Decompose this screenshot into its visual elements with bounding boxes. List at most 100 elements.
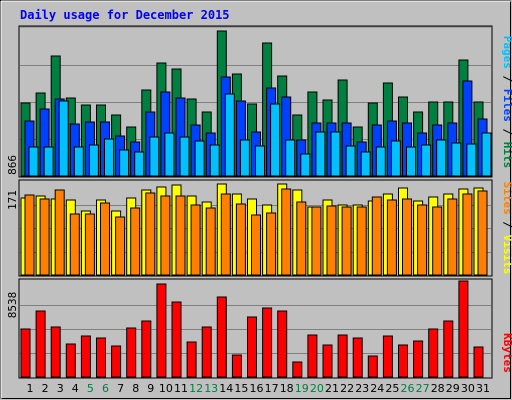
bottom-legend: KBytes: [501, 333, 512, 373]
bar-sites-day-28: [432, 206, 443, 276]
bar-pages-day-30: [466, 143, 477, 177]
bar-kbytes-day-21: [322, 344, 333, 378]
bar-sites-day-2: [39, 198, 50, 276]
bar-sites-day-11: [175, 195, 186, 276]
legend-visits: Visits: [501, 235, 512, 275]
bar-sites-day-17: [266, 212, 277, 276]
bar-pages-day-4: [73, 146, 84, 177]
day-label-5: 5: [87, 382, 94, 395]
day-label-16: 16: [250, 382, 264, 395]
legend-kbytes: KBytes: [501, 333, 512, 373]
bar-sites-day-15: [235, 203, 246, 276]
bar-pages-day-22: [345, 145, 356, 177]
bar-kbytes-day-13: [201, 326, 212, 378]
top-legend-text: Pages / Files / Hits: [501, 36, 512, 169]
bar-sites-day-19: [296, 201, 307, 276]
legend-pages: Pages: [501, 36, 512, 69]
bar-sites-day-29: [447, 198, 458, 276]
bar-sites-day-21: [326, 205, 337, 276]
bar-kbytes-day-30: [458, 280, 469, 378]
day-label-20: 20: [310, 382, 324, 395]
bar-pages-day-6: [104, 138, 114, 177]
bar-pages-day-9: [149, 136, 160, 177]
bar-pages-day-27: [421, 144, 432, 177]
day-label-18: 18: [280, 382, 294, 395]
bar-kbytes-day-11: [171, 301, 182, 378]
bar-kbytes-day-20: [307, 334, 318, 378]
day-label-10: 10: [159, 382, 173, 395]
bar-kbytes-day-29: [443, 320, 454, 378]
bar-pages-day-21: [330, 131, 341, 177]
bar-pages-day-2: [43, 146, 54, 177]
bar-sites-day-4: [69, 213, 80, 276]
bar-kbytes-day-16: [247, 316, 257, 378]
bar-sites-day-7: [115, 216, 126, 276]
middle-legend: Sites / Visits: [501, 182, 512, 275]
bar-sites-day-20: [311, 206, 322, 276]
bar-pages-day-18: [285, 139, 296, 177]
day-label-22: 22: [340, 382, 354, 395]
legend-hits: Hits: [501, 142, 512, 169]
bar-kbytes-day-3: [50, 326, 61, 378]
day-label-8: 8: [132, 382, 139, 395]
bar-kbytes-day-2: [35, 310, 46, 378]
bar-pages-day-20: [315, 131, 326, 177]
day-label-19: 19: [295, 382, 309, 395]
day-label-13: 13: [204, 382, 218, 395]
bar-pages-day-19: [300, 153, 311, 177]
day-label-6: 6: [102, 382, 109, 395]
bar-kbytes-day-15: [231, 354, 242, 378]
legend-sep-1: /: [501, 69, 512, 89]
bar-sites-day-3: [54, 189, 65, 276]
bar-sites-day-31: [477, 190, 488, 276]
x-axis-day-labels: 1 2 3 4 5 6 7 8 9 10 11 12 13 14 15 16 17 18 19 20 21 22 23 24 2…: [27, 382, 491, 395]
bar-kbytes-day-9: [141, 320, 152, 378]
bar-sites-day-8: [130, 207, 141, 276]
day-label-15: 15: [234, 382, 248, 395]
day-label-4: 4: [72, 382, 79, 395]
bar-sites-day-23: [356, 206, 367, 276]
bar-sites-day-25: [386, 199, 397, 276]
bar-kbytes-day-10: [156, 283, 167, 378]
bar-kbytes-day-26: [398, 344, 408, 378]
bar-kbytes-day-18: [277, 310, 288, 378]
bar-pages-day-3: [58, 100, 69, 177]
bar-sites-day-27: [417, 204, 428, 276]
day-label-21: 21: [325, 382, 339, 395]
top-legend: Pages / Files / Hits: [501, 36, 512, 169]
middle-legend-text: Sites / Visits: [501, 182, 512, 275]
top-max-label: 866: [6, 155, 19, 175]
legend-sep-3: /: [501, 215, 512, 235]
day-label-11: 11: [174, 382, 188, 395]
bar-pages-day-7: [119, 149, 130, 177]
bar-kbytes-day-8: [126, 327, 137, 378]
bar-kbytes-day-6: [96, 337, 106, 378]
bar-sites-day-12: [190, 204, 201, 276]
day-label-29: 29: [446, 382, 460, 395]
middle-max-label: 171: [6, 190, 19, 210]
bar-kbytes-day-7: [111, 345, 122, 378]
bar-kbytes-day-1: [20, 328, 31, 378]
bar-kbytes-day-12: [186, 341, 197, 378]
legend-files: Files: [501, 89, 512, 122]
bar-pages-day-13: [209, 144, 220, 177]
day-label-31: 31: [476, 382, 490, 395]
day-label-27: 27: [416, 382, 430, 395]
bar-sites-day-5: [84, 213, 95, 276]
bar-sites-day-30: [462, 193, 473, 276]
bar-kbytes-day-4: [65, 343, 76, 378]
bar-pages-day-14: [224, 93, 235, 177]
bar-pages-day-12: [194, 140, 205, 177]
day-label-9: 9: [147, 382, 154, 395]
bar-kbytes-day-17: [262, 307, 273, 378]
day-label-23: 23: [355, 382, 369, 395]
day-label-17: 17: [265, 382, 279, 395]
day-label-2: 2: [42, 382, 49, 395]
bar-pages-day-25: [390, 140, 401, 177]
bar-sites-day-14: [220, 193, 231, 276]
day-label-28: 28: [431, 382, 445, 395]
bar-sites-day-24: [371, 196, 382, 276]
day-label-25: 25: [385, 382, 399, 395]
day-label-1: 1: [27, 382, 34, 395]
